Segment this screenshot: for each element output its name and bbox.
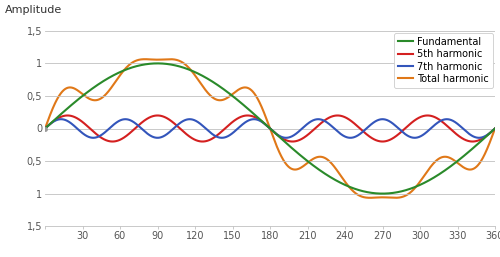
Legend: Fundamental, 5th harmonic, 7th harmonic, Total harmonic: Fundamental, 5th harmonic, 7th harmonic,… — [394, 33, 493, 88]
Text: Amplitude: Amplitude — [4, 5, 62, 15]
